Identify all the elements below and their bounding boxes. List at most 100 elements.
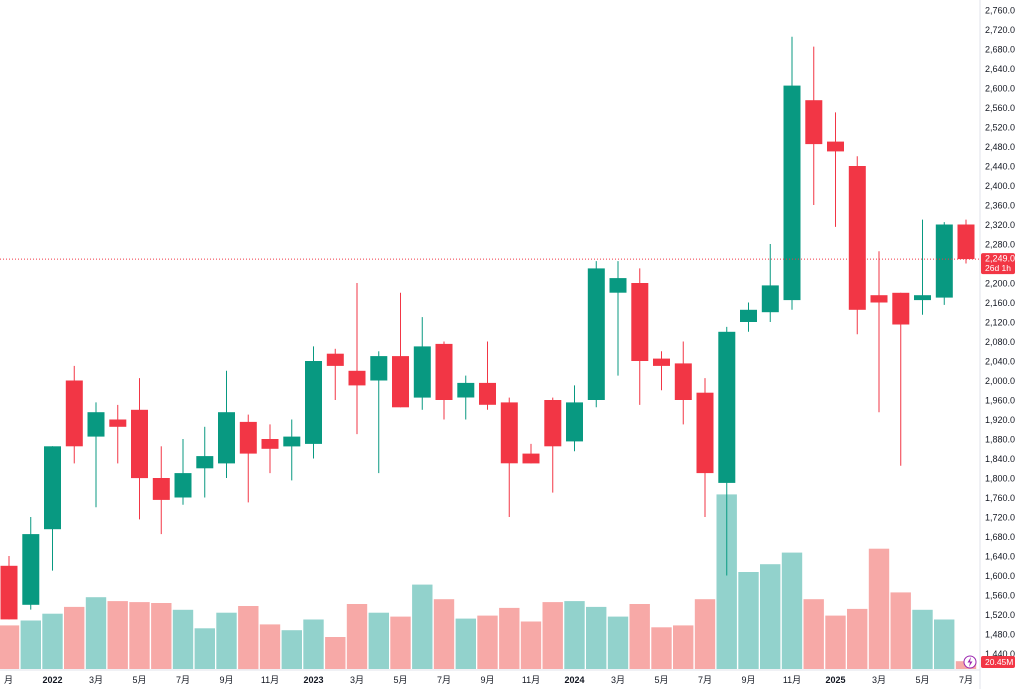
- candle-body: [957, 224, 975, 260]
- time-tick-label: 11月: [522, 675, 540, 685]
- volume-bar: [760, 564, 781, 669]
- price-axis[interactable]: 1,440.0 1,480.0 1,520.0 1,560.0 1,600.0 1,640…: [979, 0, 1015, 689]
- time-tick-label: 7月: [437, 675, 451, 685]
- volume-bar: [738, 572, 759, 669]
- candle-body: [326, 353, 344, 366]
- volume-bar: [20, 620, 41, 669]
- volume-bar: [368, 612, 389, 669]
- price-tick-label: 1,680.0: [985, 532, 1015, 542]
- candle-body: [348, 370, 366, 386]
- price-tick-label: 1,960.0: [985, 396, 1015, 406]
- volume-bar: [890, 592, 911, 669]
- volume-bar: [847, 608, 868, 669]
- volume-bar: [542, 602, 563, 669]
- time-tick-label: 9月: [741, 675, 755, 685]
- price-tick-label: 1,920.0: [985, 415, 1015, 425]
- candle-body: [827, 141, 844, 152]
- price-tick-label: 2,160.0: [985, 298, 1015, 308]
- price-tick-label: 2,480.0: [985, 142, 1015, 152]
- price-candles: [0, 36, 975, 620]
- candle-body: [674, 363, 692, 400]
- price-tick-label: 1,640.0: [985, 552, 1015, 562]
- candle-body: [131, 409, 148, 479]
- volume-bar: [673, 625, 694, 669]
- price-tick-label: 2,720.0: [985, 25, 1015, 35]
- candle-body: [653, 358, 670, 366]
- candle-body: [218, 412, 235, 464]
- volume-bar: [151, 603, 172, 669]
- time-tick-label: 5月: [654, 675, 668, 685]
- volume-bar: [259, 624, 281, 669]
- candle-body: [435, 343, 453, 400]
- volume-bar: [586, 606, 607, 669]
- volume-badge: [981, 656, 1015, 668]
- price-tick-label: 2,760.0: [985, 6, 1015, 16]
- volume-bar: [499, 607, 520, 669]
- time-tick-label: 9月: [219, 675, 233, 685]
- volume-bar: [803, 599, 824, 669]
- time-tick-label: 5月: [393, 675, 407, 685]
- candle-body: [544, 400, 562, 447]
- candle-body: [87, 412, 105, 437]
- price-tick-label: 1,600.0: [985, 571, 1015, 581]
- price-tick-label: 2,080.0: [985, 337, 1015, 347]
- time-tick-label: 2024: [564, 675, 584, 685]
- price-tick-label: 2,200.0: [985, 279, 1015, 289]
- candle-body: [740, 309, 757, 322]
- volume-bar: [85, 597, 107, 669]
- volume-bars: [0, 494, 977, 670]
- time-tick-label: 2023: [303, 675, 323, 685]
- candle-body: [609, 278, 627, 293]
- price-tick-label: 2,680.0: [985, 45, 1015, 55]
- volume-bar: [194, 628, 215, 669]
- last-price-label: 2,249.0: [985, 254, 1015, 264]
- volume-bar: [520, 621, 542, 669]
- price-tick-label: 1,800.0: [985, 474, 1015, 484]
- candle-body: [522, 453, 540, 464]
- price-tick-label: 2,640.0: [985, 64, 1015, 74]
- time-tick-label: 7月: [176, 675, 190, 685]
- price-tick-label: 2,120.0: [985, 318, 1015, 328]
- candle-body: [761, 285, 779, 313]
- volume-bar: [107, 601, 128, 669]
- price-tick-label: 1,520.0: [985, 610, 1015, 620]
- volume-bar: [172, 609, 194, 669]
- volume-bar: [216, 612, 237, 669]
- candle-body: [783, 85, 801, 301]
- volume-bar: [281, 630, 302, 669]
- candle-body: [587, 268, 605, 400]
- grid: [0, 0, 980, 669]
- time-tick-label: 7月: [698, 675, 712, 685]
- time-tick-label: 11月: [261, 675, 279, 685]
- volume-bar: [346, 604, 368, 669]
- volume-bar: [781, 552, 803, 669]
- candle-body: [935, 224, 953, 298]
- candle-body: [870, 295, 888, 303]
- time-axis[interactable]: 月 2022 3月 5月 7月 9月 11月 2023 3月 5月 7月 9月 11月 2024 3月 5月 7…: [0, 669, 980, 685]
- time-tick-label: 2022: [42, 675, 62, 685]
- candle-body: [566, 402, 583, 442]
- time-tick-label: 9月: [480, 675, 494, 685]
- volume-bar: [129, 602, 150, 669]
- candle-body: [22, 534, 40, 605]
- price-tick-label: 2,560.0: [985, 103, 1015, 113]
- candle-body: [109, 419, 127, 427]
- volume-bar: [477, 615, 498, 669]
- candle-body: [196, 456, 214, 469]
- price-tick-label: 2,400.0: [985, 181, 1015, 191]
- candle-body: [305, 361, 322, 444]
- volume-bar: [868, 548, 890, 669]
- price-tick-label: 2,040.0: [985, 357, 1015, 367]
- volume-bar: [325, 637, 346, 669]
- last-price-badge: [981, 253, 1015, 275]
- price-tick-label: 2,320.0: [985, 220, 1015, 230]
- candle-body: [239, 421, 257, 454]
- candle-body: [413, 346, 431, 398]
- time-tick-label: 3月: [89, 675, 103, 685]
- price-tick-label: 1,560.0: [985, 591, 1015, 601]
- volume-bar: [607, 616, 629, 669]
- volume-bar: [629, 604, 650, 669]
- price-tick-label: 1,760.0: [985, 493, 1015, 503]
